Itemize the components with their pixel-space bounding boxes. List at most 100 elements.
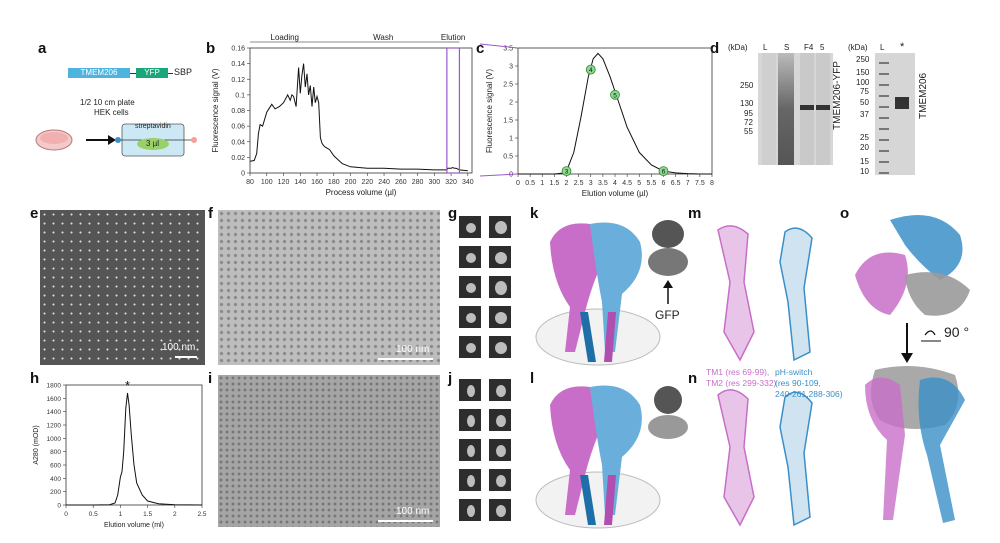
- x-tick-label: 3.5: [598, 180, 608, 187]
- subunit-blue: [590, 385, 642, 515]
- y-tick-label: 0: [241, 171, 245, 178]
- ph-legend-line2: (res 90-109,: [775, 378, 821, 388]
- construct-sbp: SBP: [174, 67, 193, 77]
- y-tick-label: 1000: [47, 436, 62, 443]
- panel-label-n: n: [688, 370, 698, 387]
- x-tick-label: 0.5: [525, 180, 535, 187]
- fraction-marker: [561, 166, 572, 177]
- y-tick-label: 600: [50, 463, 61, 470]
- panel-label-j: j: [448, 370, 453, 387]
- elution-highlight: [446, 47, 461, 174]
- panel-label-i: i: [208, 370, 213, 387]
- series-line: [66, 392, 203, 506]
- class-tile: [458, 438, 482, 462]
- y-tick-label: 1: [509, 136, 513, 143]
- lane-label-S: S: [784, 43, 790, 52]
- x-tick-label: 5: [637, 180, 641, 187]
- micrograph-f: 100 nm: [218, 210, 440, 365]
- streptavidin-bead: [137, 138, 169, 150]
- fraction-marker: [658, 166, 669, 177]
- panel-label-d: d: [710, 40, 720, 57]
- x-tick-label: 240: [378, 179, 390, 186]
- model-fit-n: [717, 389, 813, 527]
- scale-text-e: 100 nm: [162, 342, 196, 353]
- plot-frame: [249, 47, 473, 174]
- gel-2: [875, 53, 915, 175]
- x-tick-label: 280: [412, 179, 424, 186]
- class-tile: [458, 408, 482, 432]
- class-tile: [458, 305, 482, 329]
- x-tick-label: 2.5: [574, 180, 584, 187]
- plot-frame: [65, 384, 203, 506]
- construct-yfp: YFP: [136, 68, 168, 78]
- tm-legend-line2: TM2 (res 299-332): [706, 378, 777, 388]
- column-outlet-icon: [191, 137, 197, 143]
- fraction-marker: [610, 89, 620, 100]
- rotation-circle-icon: [924, 330, 936, 336]
- class-tile: [488, 498, 512, 522]
- x-tick-label: 7.5: [695, 180, 705, 187]
- x-axis-label: Process volume (µl): [326, 188, 397, 197]
- plot-frame: [517, 47, 713, 175]
- panel-label-o: o: [840, 205, 850, 222]
- volume-label: 3 µl: [146, 139, 160, 148]
- fraction-label: 5: [613, 92, 617, 99]
- y-tick-label: 1600: [47, 396, 62, 403]
- y-tick-label: 3.5: [503, 46, 513, 53]
- marker2-75: 75: [860, 87, 869, 96]
- lane-label-L: L: [763, 43, 768, 52]
- column-inlet-icon: [115, 137, 121, 143]
- zoom-connector: [480, 173, 519, 177]
- ribbon-magenta-side: [865, 377, 905, 520]
- protein-label-1: TMEM206-YFP: [832, 61, 843, 130]
- x-tick-label: 7: [686, 180, 690, 187]
- ribbon-side-view: [865, 366, 965, 523]
- tm-helix-magenta: [604, 475, 616, 525]
- panel-label-l: l: [530, 370, 535, 387]
- phase-label: Wash: [373, 33, 393, 42]
- class-averages-j: [458, 378, 520, 528]
- y-tick-label: 1200: [47, 423, 62, 430]
- panel-label-h: h: [30, 370, 40, 387]
- scale-text-f: 100 nm: [396, 344, 430, 355]
- micrograph-e: 100 nm: [40, 210, 205, 365]
- x-tick-label: 8: [710, 180, 714, 187]
- marker2-10: 10: [860, 167, 869, 176]
- fraction-marker: [585, 64, 596, 75]
- x-tick-label: 200: [345, 179, 357, 186]
- streptavidin-label: streptavidin: [135, 123, 171, 130]
- class-tile: [488, 468, 512, 492]
- tm-helix-blue: [580, 312, 596, 362]
- class-tile: [488, 335, 512, 359]
- scalebar-e: [175, 356, 197, 358]
- x-tick-label: 4.5: [622, 180, 632, 187]
- x-tick-label: 220: [361, 179, 373, 186]
- density-head: [654, 386, 682, 414]
- y-axis-label: Fluorescence signal (V): [485, 69, 494, 153]
- series-line: [249, 63, 468, 172]
- panel-label-b: b: [206, 40, 216, 57]
- ribbon-top-view: [855, 215, 970, 316]
- y-tick-label: 3: [509, 64, 513, 71]
- y-tick-label: 0.08: [231, 108, 245, 115]
- workflow-diagram: [35, 123, 197, 157]
- x-tick-label: 100: [261, 179, 273, 186]
- construct-tmem206: TMEM206: [68, 68, 130, 78]
- marker-130: 130: [740, 99, 754, 108]
- ribbon-magenta: [855, 252, 908, 315]
- class-tile: [488, 378, 512, 402]
- class-tile: [458, 215, 482, 239]
- construct-linker-2: [168, 73, 173, 74]
- cells-text: HEK cells: [94, 108, 129, 117]
- x-tick-label: 4: [613, 180, 617, 187]
- tm-legend: TM1 (res 69-99), TM2 (res 299-332): [706, 367, 776, 389]
- x-tick-label: 260: [395, 179, 407, 186]
- scale-text-i: 100 nm: [396, 506, 430, 517]
- gel-1-lane-S: [778, 53, 794, 165]
- y-tick-label: 800: [50, 449, 61, 456]
- x-tick-label: 300: [428, 179, 440, 186]
- zoom-connector: [480, 43, 519, 49]
- class-averages-g: [458, 215, 520, 365]
- marker2-100: 100: [856, 78, 870, 87]
- class-tile: [488, 275, 512, 299]
